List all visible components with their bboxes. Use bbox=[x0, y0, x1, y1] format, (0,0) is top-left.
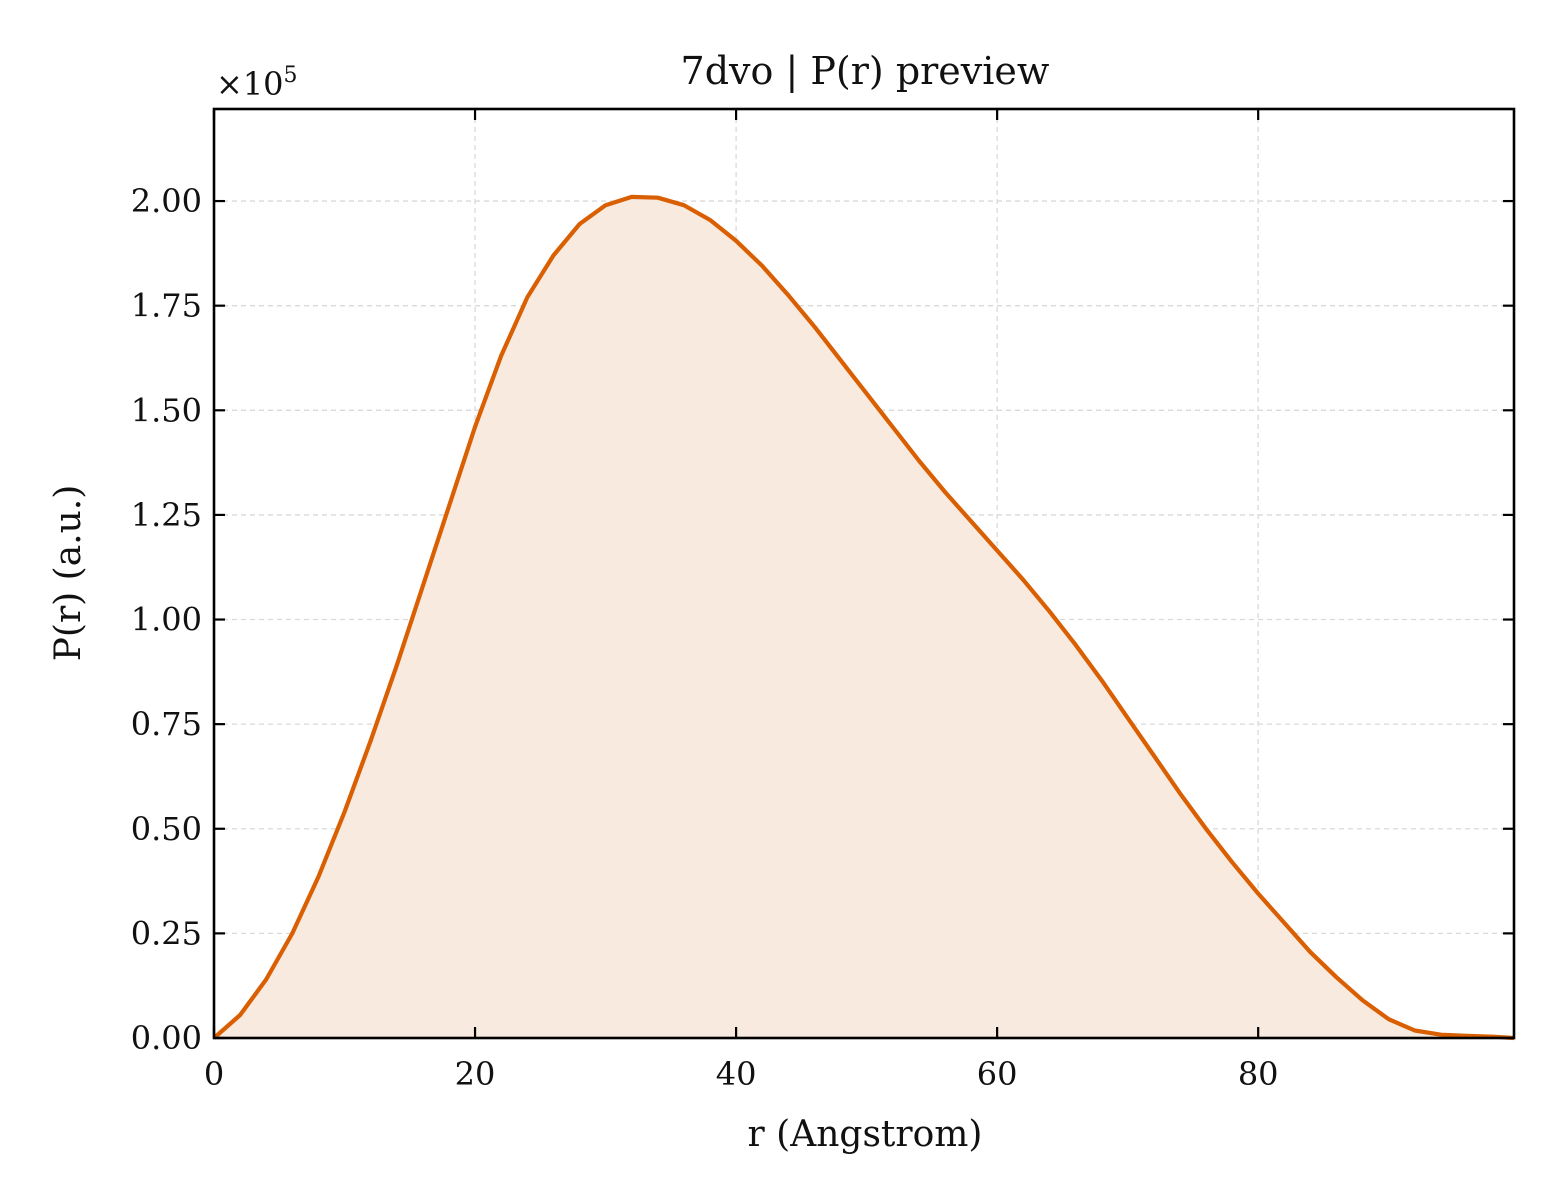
plot-frame bbox=[212, 107, 1516, 1040]
x-tick-label: 20 bbox=[455, 1055, 496, 1093]
area-fill bbox=[214, 196, 1514, 1038]
y-tick-label: 2.00 bbox=[131, 182, 202, 220]
y-axis-offset-multiplier: ×105 bbox=[216, 63, 298, 103]
offset-base: ×10 bbox=[216, 65, 284, 103]
x-tick-label: 60 bbox=[977, 1055, 1018, 1093]
x-tick-label: 80 bbox=[1238, 1055, 1279, 1093]
y-tick-label: 0.00 bbox=[131, 1019, 202, 1057]
x-tick-label: 0 bbox=[204, 1055, 224, 1093]
y-tick-label: 1.25 bbox=[131, 496, 202, 534]
x-tick-label: 40 bbox=[716, 1055, 757, 1093]
y-tick-label: 1.50 bbox=[131, 391, 202, 429]
y-tick-label: 0.25 bbox=[131, 914, 202, 952]
y-tick-label: 0.75 bbox=[131, 705, 202, 743]
axis-ticks bbox=[212, 109, 1514, 1040]
offset-exponent: 5 bbox=[284, 63, 298, 88]
x-axis-label: r (Angstrom) bbox=[748, 1114, 983, 1155]
series-line bbox=[212, 194, 1515, 1041]
y-tick-label: 1.00 bbox=[131, 601, 202, 639]
y-tick-label: 1.75 bbox=[131, 287, 202, 325]
y-tick-label: 0.50 bbox=[131, 810, 202, 848]
chart-title: 7dvo | P(r) preview bbox=[681, 49, 1050, 93]
y-axis-label: P(r) (a.u.) bbox=[48, 485, 89, 662]
